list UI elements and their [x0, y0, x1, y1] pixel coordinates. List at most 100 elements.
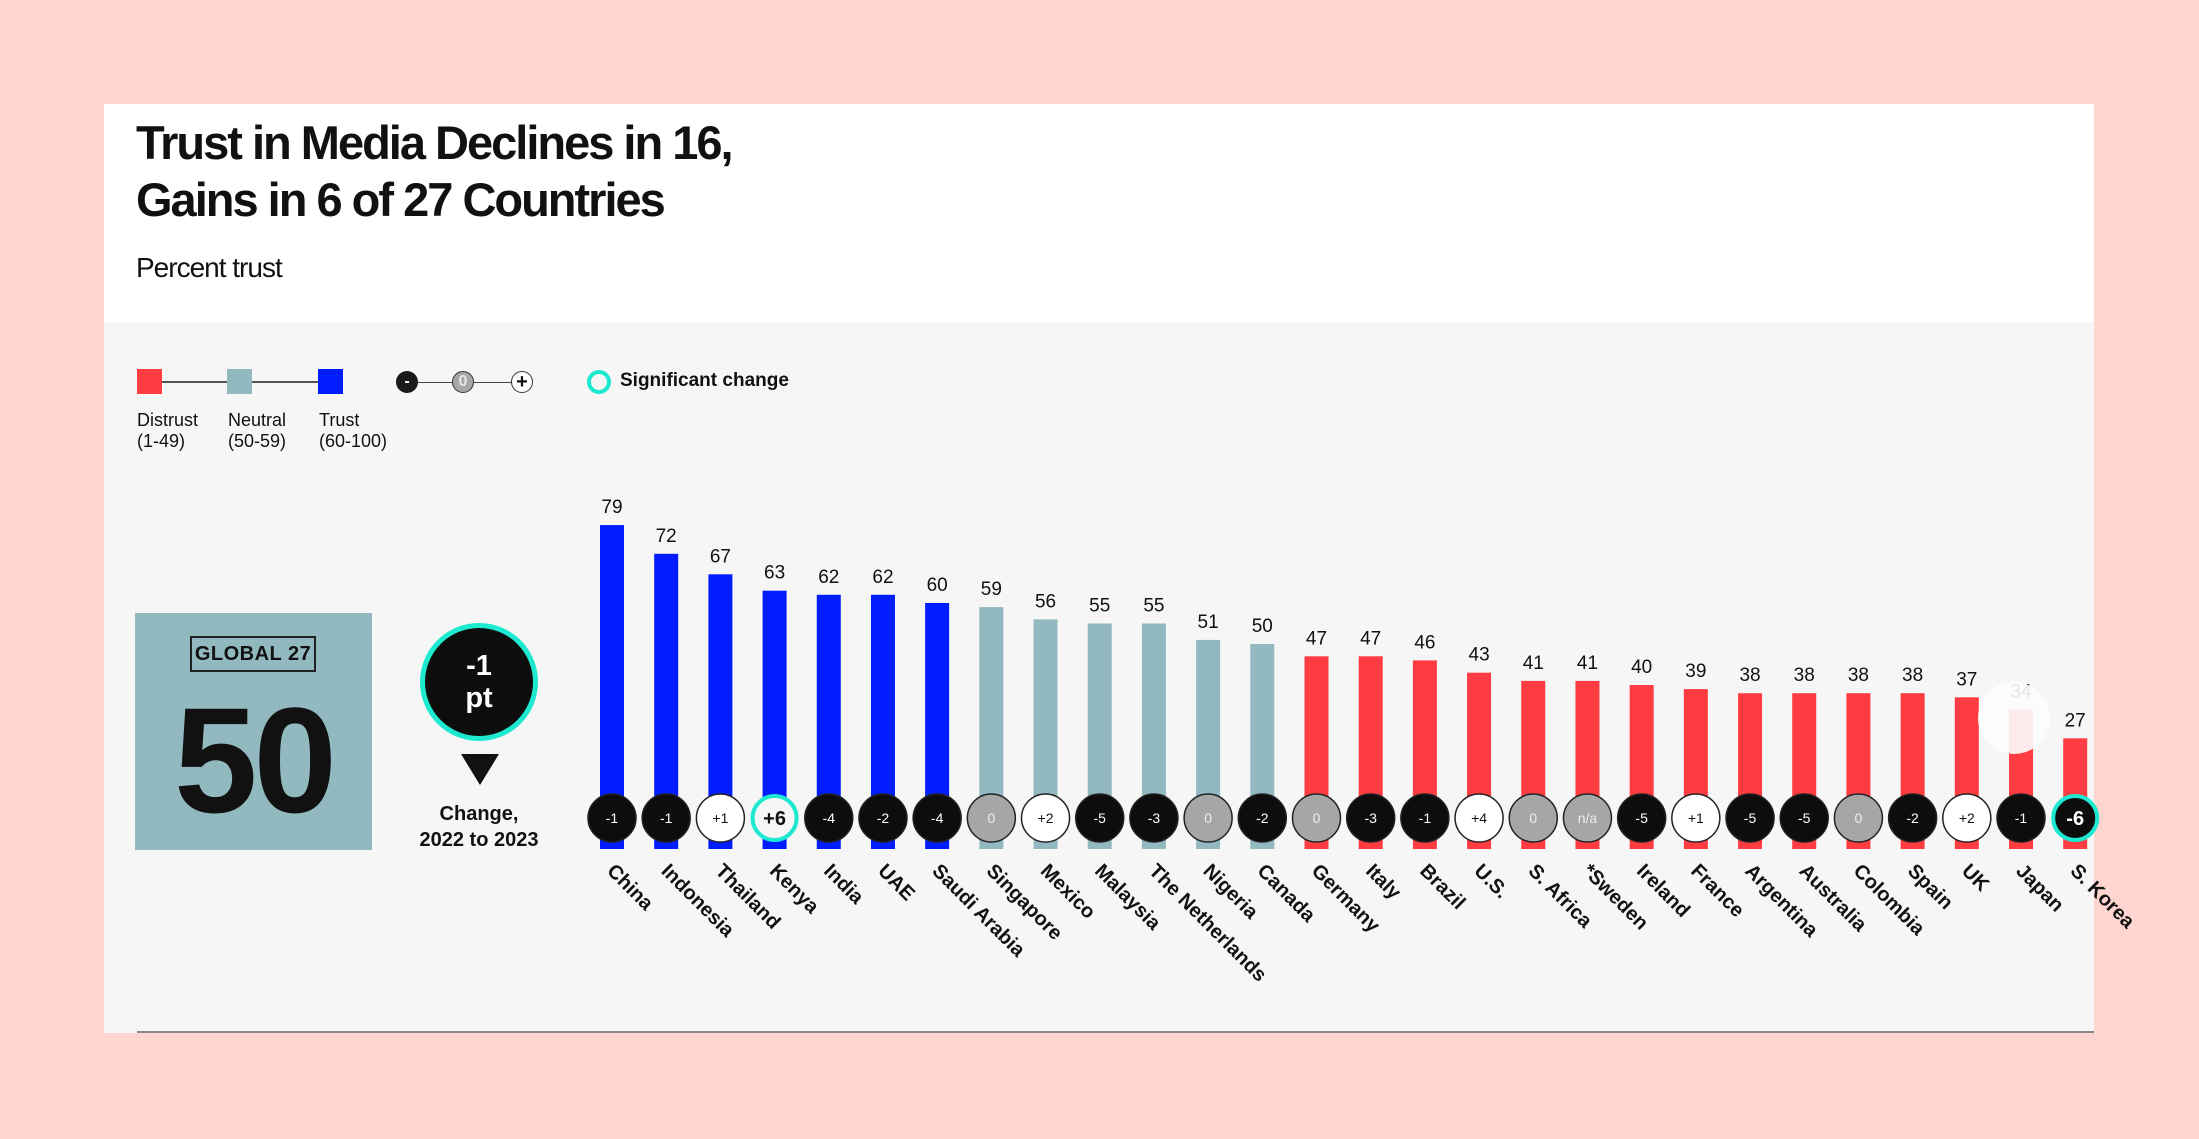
value-label: 47	[1360, 628, 1381, 649]
value-label: 47	[1306, 628, 1327, 649]
change-circle	[695, 793, 746, 843]
value-label: 79	[601, 497, 622, 518]
global-change-value: -1	[466, 650, 492, 682]
change-circle	[912, 793, 962, 843]
change-circle	[1833, 793, 1884, 843]
legend-swatch-distrust	[137, 369, 162, 394]
category-label: Japan	[2011, 860, 2067, 916]
value-label: 55	[1089, 596, 1110, 617]
value-label: 63	[764, 563, 785, 584]
change-label: -5	[1094, 810, 1107, 826]
value-label: 43	[1469, 645, 1490, 666]
category-label: India	[819, 860, 868, 909]
value-label: 55	[1143, 596, 1164, 617]
title-line-2: Gains in 6 of 27 Countries	[136, 173, 666, 226]
category-label: UAE	[873, 860, 918, 905]
next-slide-button[interactable]	[1978, 682, 2050, 754]
change-circle	[750, 794, 799, 842]
category-label: Brazil	[1415, 860, 1469, 914]
change-label: -1	[606, 810, 619, 826]
value-label: 27	[2065, 710, 2086, 731]
value-label: 40	[1631, 657, 1652, 678]
change-circle	[1237, 793, 1288, 843]
change-circle	[1345, 793, 1396, 843]
legend-label: Distrust	[137, 410, 199, 430]
change-caption-line-1: Change,	[439, 803, 519, 825]
global-summary: GLOBAL 27 50	[135, 613, 372, 850]
change-circle	[966, 793, 1017, 843]
chart-subtitle: Percent trust	[136, 252, 283, 283]
legend-label-trust: Trust (60-100)	[319, 410, 387, 452]
change-circle	[1508, 793, 1559, 843]
value-label: 67	[710, 546, 731, 567]
minus-circle-icon: -	[396, 371, 418, 393]
legend-label: Trust	[319, 410, 360, 430]
value-label: 38	[1739, 665, 1760, 686]
chart-title: Trust in Media Declines in 16, Gains in …	[136, 114, 734, 228]
change-label: -5	[1744, 810, 1757, 826]
change-label: -3	[1148, 810, 1161, 826]
title-line-1: Trust in Media Declines in 16,	[136, 116, 734, 169]
change-circle	[1183, 793, 1233, 843]
global-change-unit: pt	[465, 682, 493, 714]
change-circle	[1996, 793, 2046, 843]
change-label: +2	[1038, 810, 1054, 826]
category-label: Italy	[1361, 860, 1405, 904]
change-label: -3	[1364, 810, 1377, 826]
change-circle	[1129, 793, 1179, 843]
change-circle	[587, 793, 637, 843]
change-label: -1	[1419, 810, 1432, 826]
value-label: 62	[872, 567, 893, 588]
change-label: 0	[1855, 810, 1863, 826]
category-label: Canada	[1253, 860, 1320, 927]
category-label: France	[1686, 860, 1748, 922]
value-label: 38	[1902, 665, 1923, 686]
change-circle	[1454, 793, 1504, 843]
change-circle	[2051, 794, 2100, 842]
change-circle	[1942, 793, 1992, 843]
change-circle	[1074, 793, 1125, 843]
change-label: +6	[763, 808, 786, 830]
change-circle	[804, 793, 854, 843]
change-circle	[1020, 793, 1071, 843]
change-caption-line-2: 2022 to 2023	[419, 829, 539, 851]
change-label: n/a	[1578, 810, 1598, 826]
change-label: -2	[1256, 810, 1269, 826]
plus-circle-icon: +	[511, 371, 533, 393]
value-label: 39	[1685, 661, 1706, 682]
value-label: 56	[1035, 591, 1056, 612]
change-circle	[1887, 793, 1938, 843]
value-label: 50	[1252, 616, 1273, 637]
change-label: -4	[931, 810, 944, 826]
change-caption: Change, 2022 to 2023	[394, 801, 564, 853]
change-label: 0	[1529, 810, 1537, 826]
card-header: Trust in Media Declines in 16, Gains in …	[104, 104, 2094, 322]
value-label: 60	[927, 575, 948, 596]
change-label: 0	[1204, 810, 1212, 826]
significant-change-icon	[587, 370, 611, 394]
value-label: 62	[818, 567, 839, 588]
global-tag: GLOBAL 27	[190, 636, 316, 672]
category-label: U.S.	[1470, 860, 1513, 903]
change-label: 0	[1313, 810, 1321, 826]
change-label: +1	[1688, 810, 1704, 826]
change-circle	[1562, 793, 1613, 843]
value-label: 38	[1794, 665, 1815, 686]
legend-label-distrust: Distrust (1-49)	[137, 410, 198, 452]
change-label: -2	[1906, 810, 1919, 826]
change-circle	[1779, 793, 1829, 843]
change-circle	[1291, 793, 1342, 843]
legend-range: (1-49)	[137, 431, 186, 451]
legend-range: (60-100)	[319, 431, 388, 451]
bottom-divider	[137, 1031, 2094, 1033]
change-label: +2	[1959, 810, 1975, 826]
change-label: +4	[1471, 810, 1487, 826]
down-arrow-icon	[461, 754, 499, 785]
change-circle	[1671, 793, 1721, 843]
value-label: 46	[1414, 632, 1435, 653]
change-circle	[1400, 793, 1450, 843]
value-label: 38	[1848, 665, 1869, 686]
global-value: 50	[174, 676, 337, 844]
zero-circle-icon: 0	[452, 371, 474, 393]
